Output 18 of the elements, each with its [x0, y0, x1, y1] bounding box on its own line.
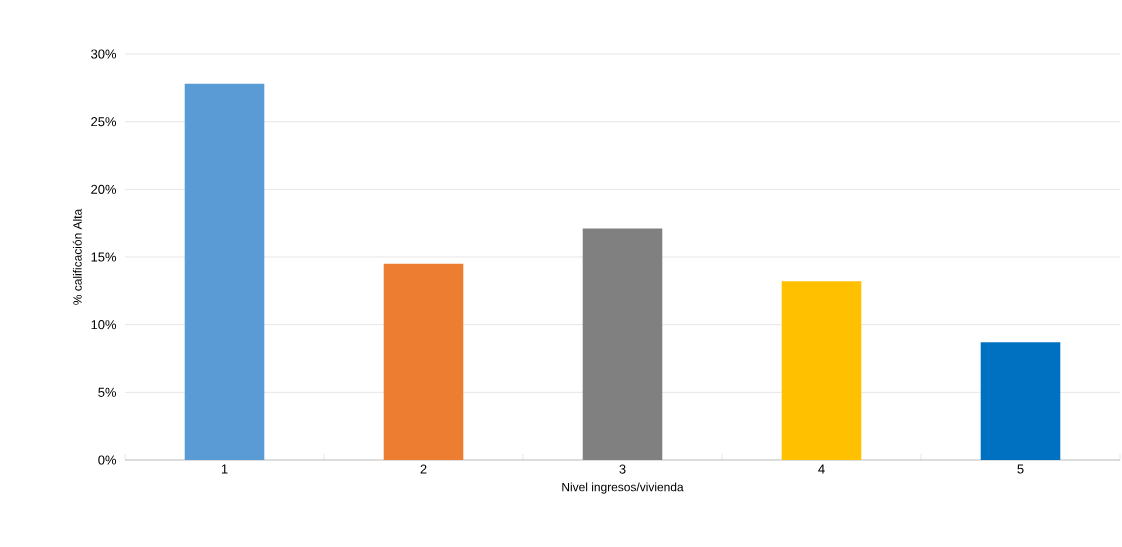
x-tick-label: 5 — [1017, 464, 1024, 474]
y-tick-label: 20% — [91, 184, 117, 194]
y-tick-label: 10% — [91, 320, 117, 330]
y-axis-title: % calificación Alta — [72, 208, 82, 305]
y-tick-label: 25% — [91, 117, 117, 127]
y-tick-label: 15% — [91, 252, 117, 262]
y-tick-label: 30% — [91, 49, 117, 59]
bar — [383, 263, 464, 460]
x-tick-label: 4 — [818, 464, 825, 474]
y-tick-label: 5% — [98, 387, 117, 397]
bar — [781, 281, 862, 460]
x-tick-label: 3 — [619, 464, 626, 474]
y-tick-label: 0% — [98, 455, 117, 465]
x-tick-label: 2 — [420, 464, 427, 474]
bar — [184, 83, 265, 460]
x-tick-label: 1 — [221, 464, 228, 474]
x-axis-title: Nivel ingresos/vivienda — [562, 482, 684, 494]
bar — [980, 342, 1061, 460]
